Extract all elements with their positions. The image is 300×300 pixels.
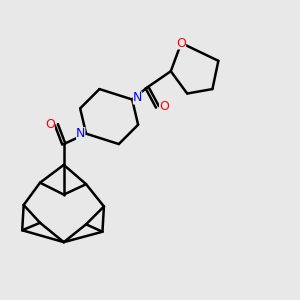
Text: O: O	[159, 100, 169, 113]
Text: N: N	[76, 127, 86, 140]
Text: N: N	[133, 92, 142, 104]
Text: O: O	[176, 37, 186, 50]
Text: O: O	[45, 118, 55, 131]
